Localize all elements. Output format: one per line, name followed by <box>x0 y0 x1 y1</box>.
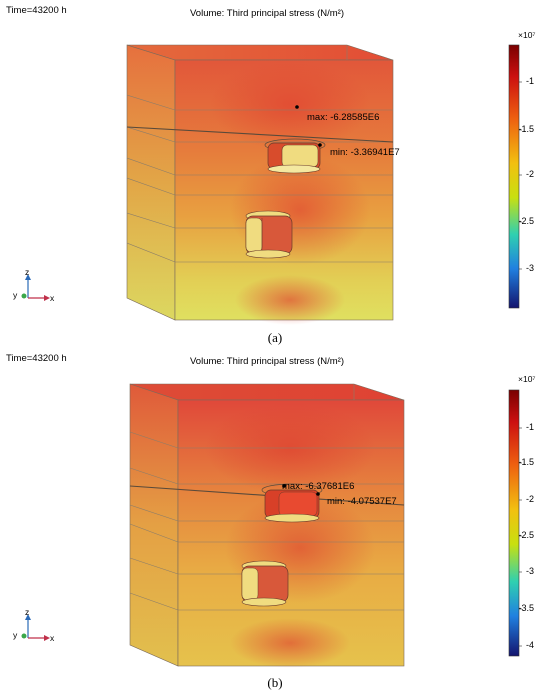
plot-title: Volume: Third principal stress (N/m²) <box>190 356 344 367</box>
colorbar-tick: -3 <box>525 566 534 576</box>
colorbar-tick: -3 <box>525 263 534 273</box>
colorbar-tick: -1 <box>525 422 534 432</box>
cylinder-upper <box>261 483 323 523</box>
colorbar-exponent: ×10⁷ <box>518 30 536 40</box>
panel-b: Time=43200 h Volume: Third principal str… <box>0 348 550 696</box>
axis-triad: z y x <box>13 267 55 303</box>
stress-3d-plot: max: -6.28585E6 min: -3.36941E7 z y x <box>13 44 522 325</box>
axis-y-label: y <box>13 630 18 640</box>
cylinder-lower <box>241 560 289 607</box>
axis-x-label: x <box>50 293 55 303</box>
max-label: max: -6.28585E6 <box>307 112 379 123</box>
colorbar-tick: -1.5 <box>518 457 534 467</box>
time-label: Time=43200 h <box>6 5 67 16</box>
colorbar-tick: -1.5 <box>518 124 534 134</box>
colorbar <box>508 389 520 657</box>
axis-triad: z y x <box>13 607 55 643</box>
block-b <box>129 383 405 668</box>
colorbar <box>508 44 520 309</box>
colorbar-tick: -2 <box>525 494 534 504</box>
stress-3d-plot: max: -6.37681E6 min: -4.07537E7 z y x <box>13 383 522 668</box>
axis-x-label: x <box>50 633 55 643</box>
max-marker <box>295 105 299 109</box>
colorbar-tick: -4 <box>525 640 534 650</box>
axis-y-label: y <box>13 290 18 300</box>
axis-z-label: z <box>25 607 29 617</box>
panel-a: Time=43200 h Volume: Third principal str… <box>6 5 536 345</box>
colorbar-tick: -3.5 <box>518 603 534 613</box>
cylinder-upper <box>264 138 326 174</box>
colorbar-tick: -1 <box>525 76 534 86</box>
colorbar-exponent: ×10⁷ <box>518 374 536 384</box>
plot-title: Volume: Third principal stress (N/m²) <box>190 8 344 19</box>
colorbar-tick: -2 <box>525 169 534 179</box>
min-label: min: -4.07537E7 <box>327 496 397 507</box>
colorbar-ticks <box>519 427 522 647</box>
colorbar-tick: -2.5 <box>518 530 534 540</box>
time-label: Time=43200 h <box>6 353 67 364</box>
caption-a: (a) <box>267 330 283 345</box>
min-marker <box>318 143 322 147</box>
block-a <box>126 44 394 325</box>
max-label: max: -6.37681E6 <box>282 481 354 492</box>
cylinder-lower <box>245 210 293 259</box>
colorbar-ticks <box>519 81 522 270</box>
min-label: min: -3.36941E7 <box>330 147 400 158</box>
caption-b: (b) <box>267 675 283 690</box>
max-marker <box>282 484 286 488</box>
colorbar-tick: -2.5 <box>518 216 534 226</box>
min-marker <box>316 492 320 496</box>
axis-z-label: z <box>25 267 29 277</box>
